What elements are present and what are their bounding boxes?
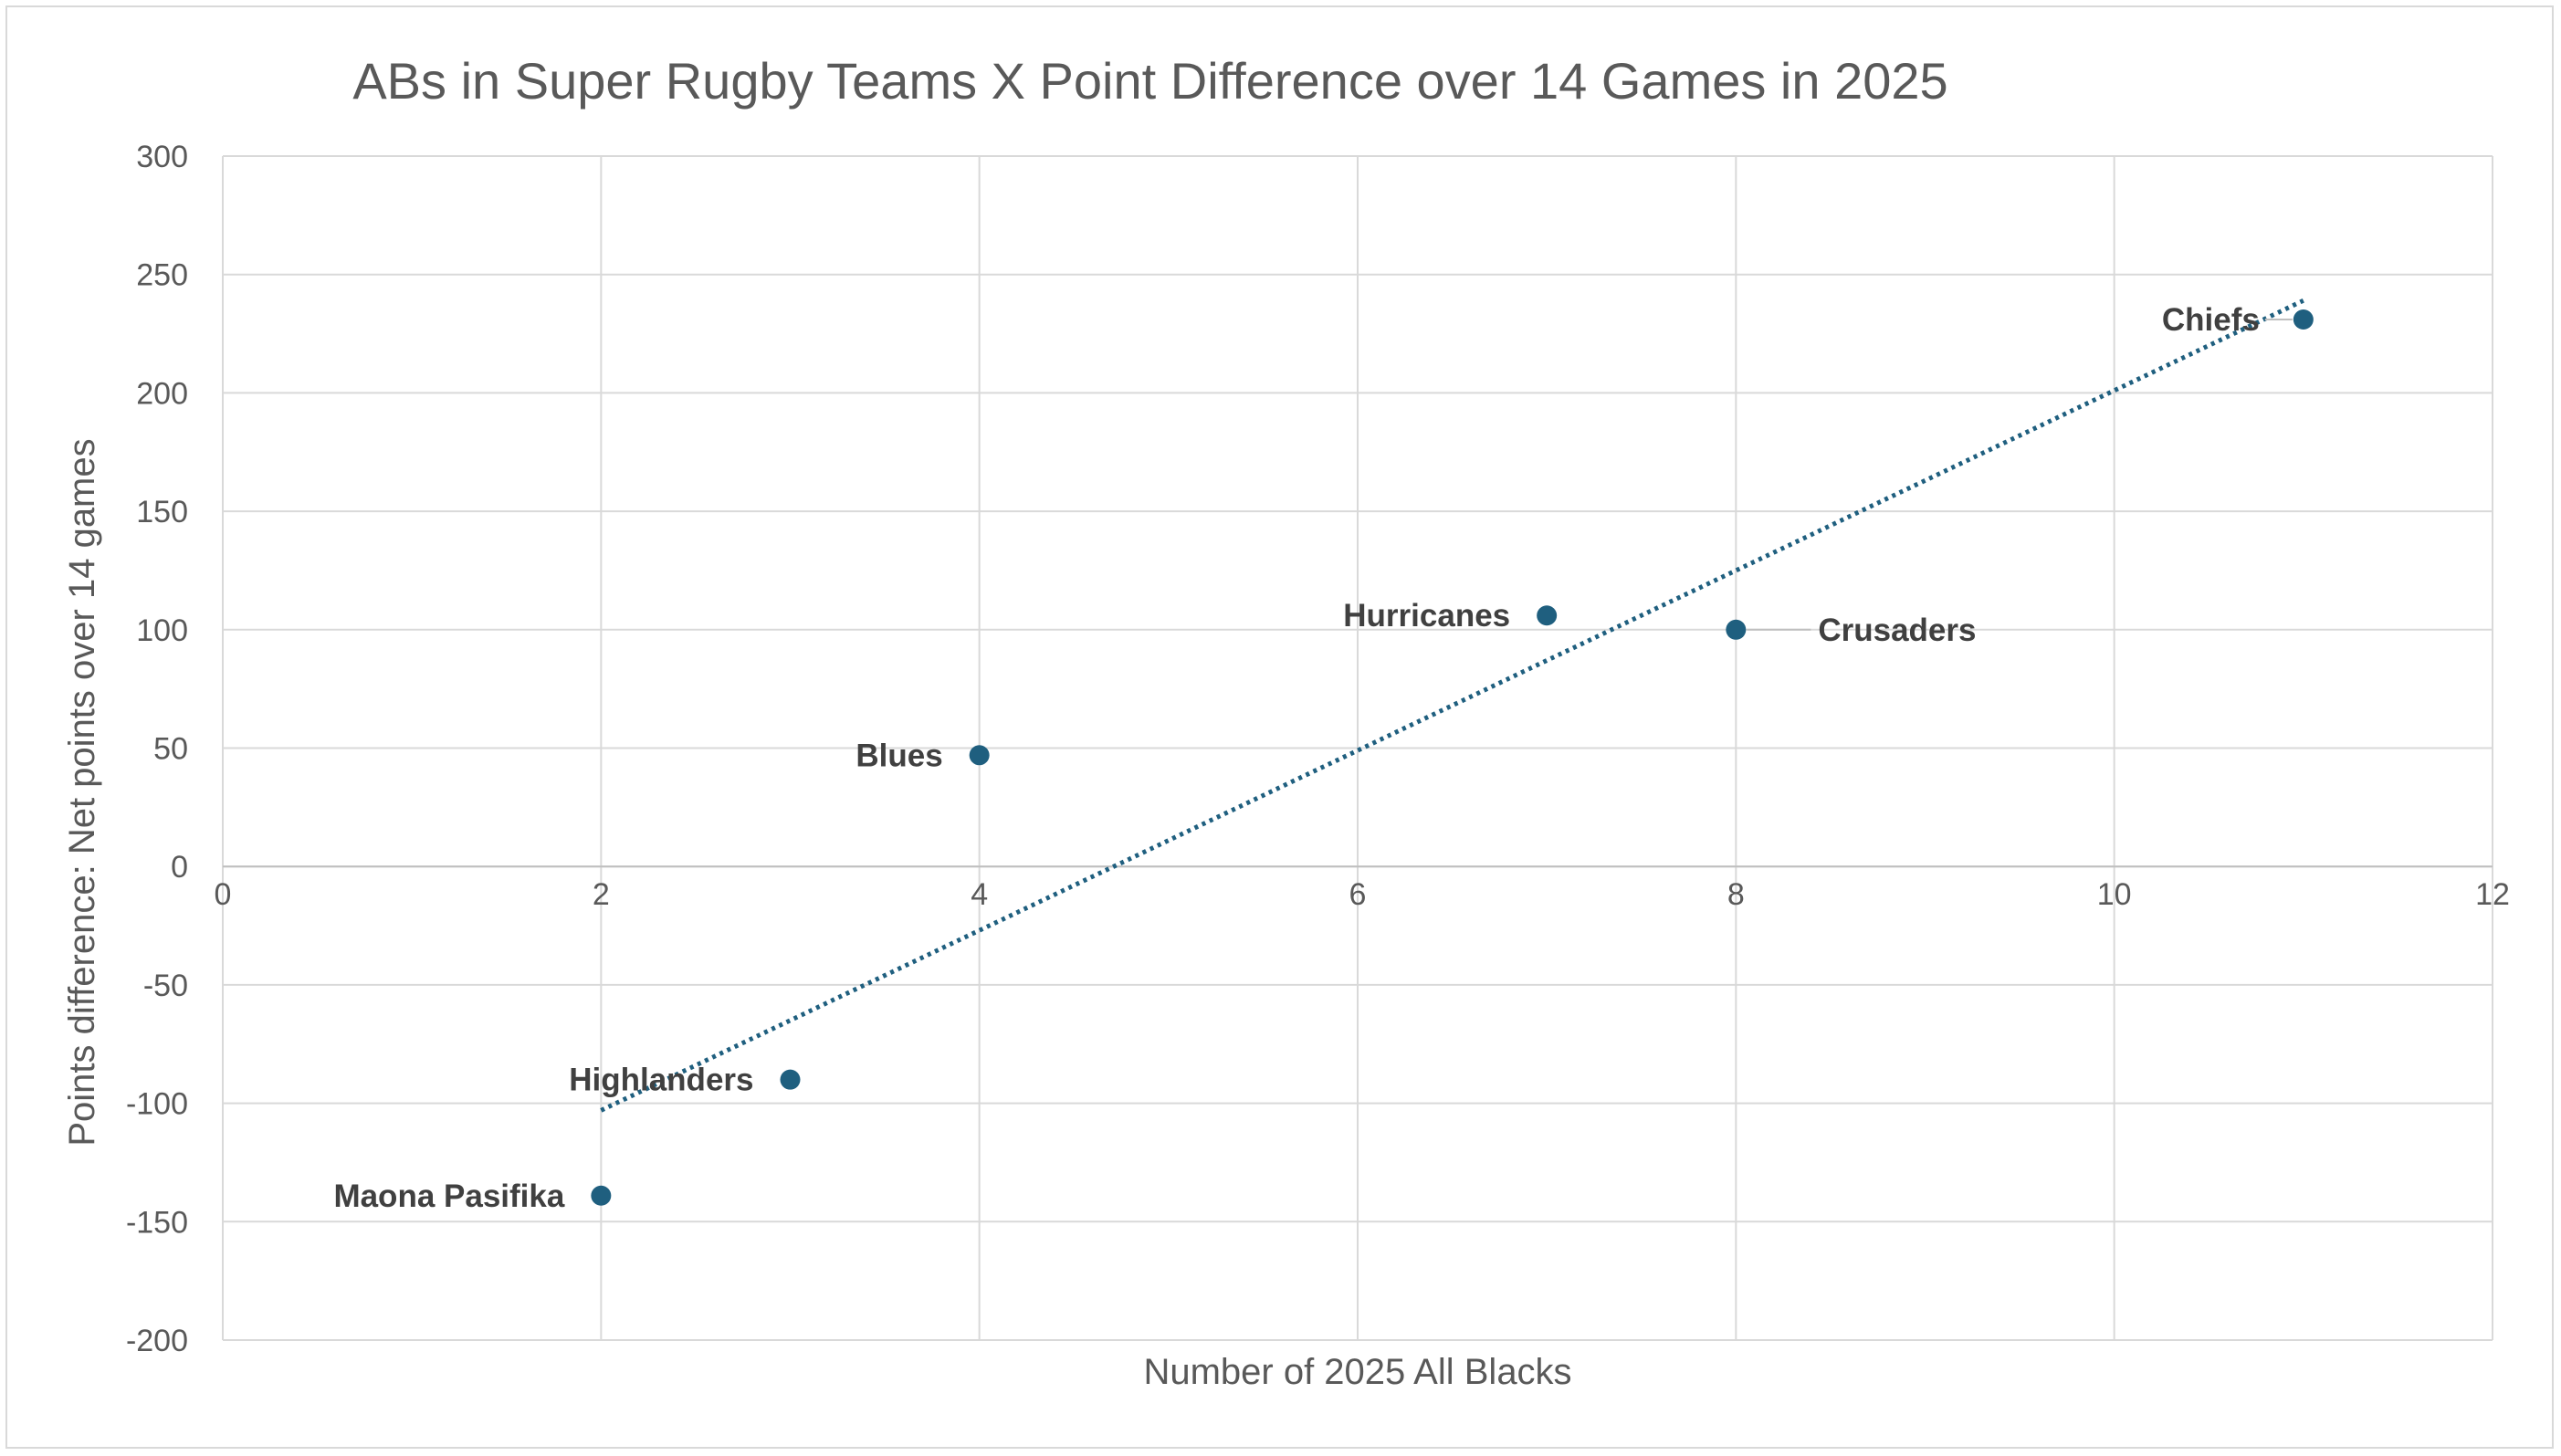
data-label-highlanders: Highlanders: [569, 1063, 753, 1098]
data-points: [591, 309, 2314, 1206]
y-axis-label: Points difference: Net points over 14 ga…: [62, 438, 102, 1146]
data-label-blues: Blues: [855, 738, 942, 773]
data-point-maona-pasifika: [591, 1185, 612, 1206]
x-tick-label: 4: [971, 877, 988, 912]
x-axis-label: Number of 2025 All Blacks: [1143, 1352, 1571, 1392]
x-tick-label: 10: [2097, 877, 2132, 912]
y-tick-label: -100: [126, 1087, 188, 1122]
data-label-maona-pasifika: Maona Pasifika: [333, 1178, 564, 1214]
y-axis-ticks: -200 -150 -100 -50 0 50 100 150 200 250 300: [126, 140, 188, 1358]
y-tick-label: 300: [136, 140, 188, 174]
data-point-hurricanes: [1537, 605, 1558, 626]
data-point-blues: [969, 745, 990, 766]
y-tick-label: 250: [136, 258, 188, 293]
trendline-layer: [600, 298, 2304, 1113]
data-point-highlanders: [780, 1069, 801, 1090]
x-tick-label: 8: [1727, 877, 1745, 912]
x-tick-label: 6: [1349, 877, 1367, 912]
data-label-chiefs: Chiefs: [2162, 302, 2260, 338]
data-point-crusaders: [1726, 619, 1747, 640]
y-tick-label: 100: [136, 613, 188, 648]
y-tick-label: -50: [143, 969, 188, 1003]
grid-lines: [222, 155, 2493, 1341]
x-tick-label: 2: [593, 877, 610, 912]
chart-frame: [5, 5, 2554, 1449]
y-tick-label: 0: [171, 850, 188, 885]
data-labels: Maona Pasifika Highlanders Blues Hurricanes…: [333, 302, 2293, 1214]
y-tick-label: 50: [153, 732, 188, 767]
y-tick-label: -150: [126, 1205, 188, 1240]
trendline: [600, 298, 2304, 1113]
x-tick-label: 0: [215, 877, 232, 912]
data-point-chiefs: [2293, 309, 2314, 330]
chart-title: ABs in Super Rugby Teams X Point Differe…: [352, 52, 1947, 110]
y-tick-label: 150: [136, 495, 188, 529]
y-tick-label: 200: [136, 376, 188, 411]
y-tick-label: -200: [126, 1324, 188, 1358]
x-axis-ticks: 0 2 4 6 8 10 12: [215, 877, 2510, 912]
x-tick-label: 12: [2475, 877, 2510, 912]
data-label-crusaders: Crusaders: [1818, 613, 1976, 648]
data-label-hurricanes: Hurricanes: [1343, 598, 1510, 634]
